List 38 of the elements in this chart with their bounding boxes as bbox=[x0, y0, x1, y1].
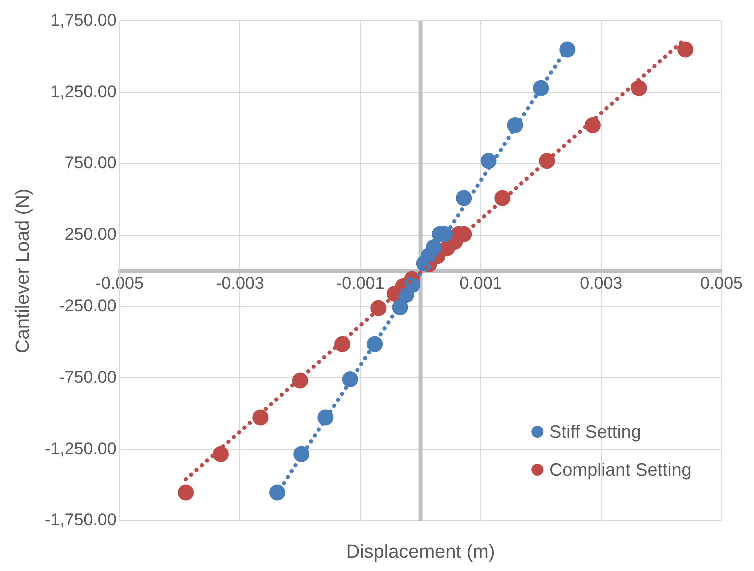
x-axis-title: Displacement (m) bbox=[346, 542, 496, 564]
point bbox=[584, 117, 601, 134]
point bbox=[631, 80, 648, 96]
point bbox=[252, 410, 269, 426]
point bbox=[178, 484, 194, 501]
point bbox=[292, 372, 308, 389]
x-tick-label: 0.005 bbox=[700, 274, 744, 293]
x-tick-label: -0.003 bbox=[216, 274, 264, 293]
legend-label: Stiff Setting bbox=[550, 422, 642, 442]
point bbox=[539, 153, 556, 170]
legend-label: Compliant Setting bbox=[550, 460, 692, 480]
point bbox=[392, 300, 408, 316]
point bbox=[334, 336, 351, 352]
point bbox=[342, 371, 358, 388]
point bbox=[370, 300, 387, 316]
x-tick-label: -0.001 bbox=[336, 274, 385, 293]
y-axis-title: Cantilever Load (N) bbox=[13, 188, 34, 354]
point bbox=[533, 80, 550, 96]
y-tick-label: -1,750.00 bbox=[44, 510, 117, 530]
y-tick-label: -750.00 bbox=[59, 368, 117, 387]
y-tick-label: 750.00 bbox=[64, 154, 117, 173]
y-tick-label: 1,750.00 bbox=[50, 10, 117, 30]
point bbox=[367, 336, 384, 352]
point bbox=[212, 446, 229, 462]
y-tick-label: -250.00 bbox=[59, 296, 117, 316]
y-tick-label: -1,250.00 bbox=[44, 439, 117, 458]
point bbox=[494, 190, 511, 206]
y-tick-label: 250.00 bbox=[64, 225, 117, 244]
point bbox=[560, 42, 576, 58]
point bbox=[294, 446, 310, 462]
x-tick-label: 0.001 bbox=[460, 274, 502, 293]
point bbox=[480, 153, 497, 170]
x-tick-label: -0.005 bbox=[96, 274, 144, 293]
y-tick-label: 1,250.00 bbox=[50, 82, 117, 102]
point bbox=[270, 484, 286, 501]
point bbox=[456, 190, 472, 206]
point bbox=[678, 42, 694, 58]
x-tick-label: 0.003 bbox=[580, 274, 623, 293]
